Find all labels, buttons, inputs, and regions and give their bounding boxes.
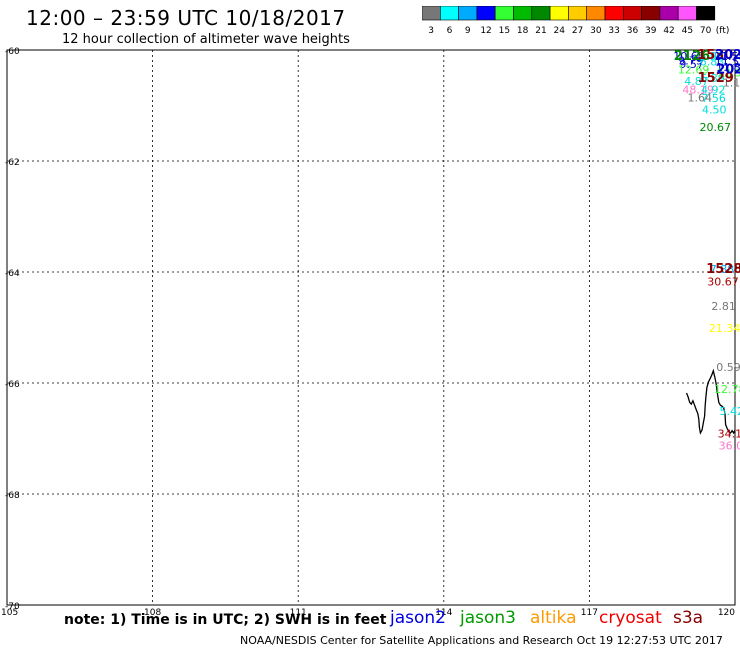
antarctic-coastline [685,368,736,435]
credit-line: NOAA/NESDIS Center for Satellite Applica… [240,634,723,647]
wave-height-label: 4.87 [684,75,709,88]
colorbar-label-30: 30 [590,26,602,36]
colorbar-label-70: 70 [700,26,712,36]
map-frame [6,49,736,606]
colorbar-label-33: 33 [608,26,619,36]
wave-height-label: 48.19 [682,83,714,96]
wave-height-label: 5.42 [720,405,740,418]
wave-height-label: 11.58 [715,56,740,69]
wave-height-label: 12.69 [678,63,710,76]
lon-tick-label: 111 [290,608,307,618]
colorbar-label-3: 3 [428,26,434,36]
wave-height-label: 5.98 [699,50,724,63]
pass-time-label: 1530 [697,48,733,63]
lon-tick-label: 117 [581,608,598,618]
lon-tick-label: 105 [1,608,18,618]
footer-note: note: 1) Time is in UTC; 2) SWH is in fe… [64,612,387,628]
wave-height-label: 11.59 [714,50,740,63]
satellite-jason3: jason3 [460,608,516,628]
pass-time-label: 1529 [698,71,734,86]
colorbar-label-39: 39 [645,26,657,36]
colorbar-label-18: 18 [517,26,529,36]
colorbar-label-12: 12 [480,26,491,36]
lon-tick-label: 108 [144,608,161,618]
lat-tick-label: -60 [5,47,20,57]
colorbar-label-6: 6 [447,26,453,36]
wave-height-colorbar: 3 6 9 12 15 18 21 24 27 30 33 36 39 42 45 70 (ft) [422,6,730,36]
colorbar-unit: (ft) [716,26,730,36]
wave-height-label: 21.34 [709,322,740,335]
satellite-cryosat: cryosat [599,608,662,628]
pass-time-label: 2126 [674,49,710,64]
colorbar-label-45: 45 [682,26,693,36]
wave-height-label: 20.67 [700,121,732,134]
lat-tick-label: -62 [5,158,20,168]
colorbar-label-36: 36 [627,26,639,36]
colorbar-label-27: 27 [572,26,583,36]
lat-tick-label: -68 [5,491,20,501]
wave-height-label: 9.79 [678,54,703,67]
lon-tick-label: 120 [718,608,735,618]
wave-height-label: 0.59 [716,361,740,374]
wave-height-label: 30.67 [707,275,739,288]
colorbar-label-42: 42 [663,26,674,36]
wave-height-label: 12.36 [717,67,740,80]
wave-height-label: 6.83 [700,56,725,69]
wave-height-label: 11.82 [716,61,740,74]
satellite-s3a: s3a [673,608,704,628]
satellite-altika: altika [530,608,577,628]
wave-height-label: 34.14 [718,427,740,440]
wave-height-label: 9.57 [679,58,704,71]
wave-height-label: 1.15 [723,77,740,90]
pass-time-label: 1528 [706,262,740,277]
wave-height-label: 5.39 [700,72,725,85]
page-subtitle: 12 hour collection of altimeter wave hei… [62,32,350,47]
lat-tick-label: -66 [5,380,20,390]
pass-time-label: 2028 [716,62,740,77]
wave-height-label: 10.65 [673,50,705,63]
wave-height-label: 12.78 [714,383,740,396]
colorbar-label-24: 24 [554,26,566,36]
wave-height-label: 36.08 [719,440,740,453]
colorbar-label-21: 21 [535,26,546,36]
wave-height-label: 7.88 [710,263,735,276]
pass-time-label: 2027 [715,48,740,63]
page-title: 12:00 – 23:59 UTC 10/18/2017 [26,6,346,30]
wave-height-label: 4.92 [701,83,726,96]
wave-height-label: 2.81 [711,300,736,313]
lon-tick-label: 114 [435,608,452,618]
colorbar-swatch-70 [696,6,716,21]
colorbar-label-15: 15 [499,26,510,36]
wave-height-label: 1.64 [687,92,712,105]
lat-tick-label: -70 [5,602,20,612]
wave-height-label: 4.50 [702,103,727,116]
wave-height-label: 7.56 [701,92,726,105]
satellite-jason2: jason2 [390,608,446,628]
colorbar-label-9: 9 [465,26,471,36]
lat-tick-label: -64 [5,269,20,279]
